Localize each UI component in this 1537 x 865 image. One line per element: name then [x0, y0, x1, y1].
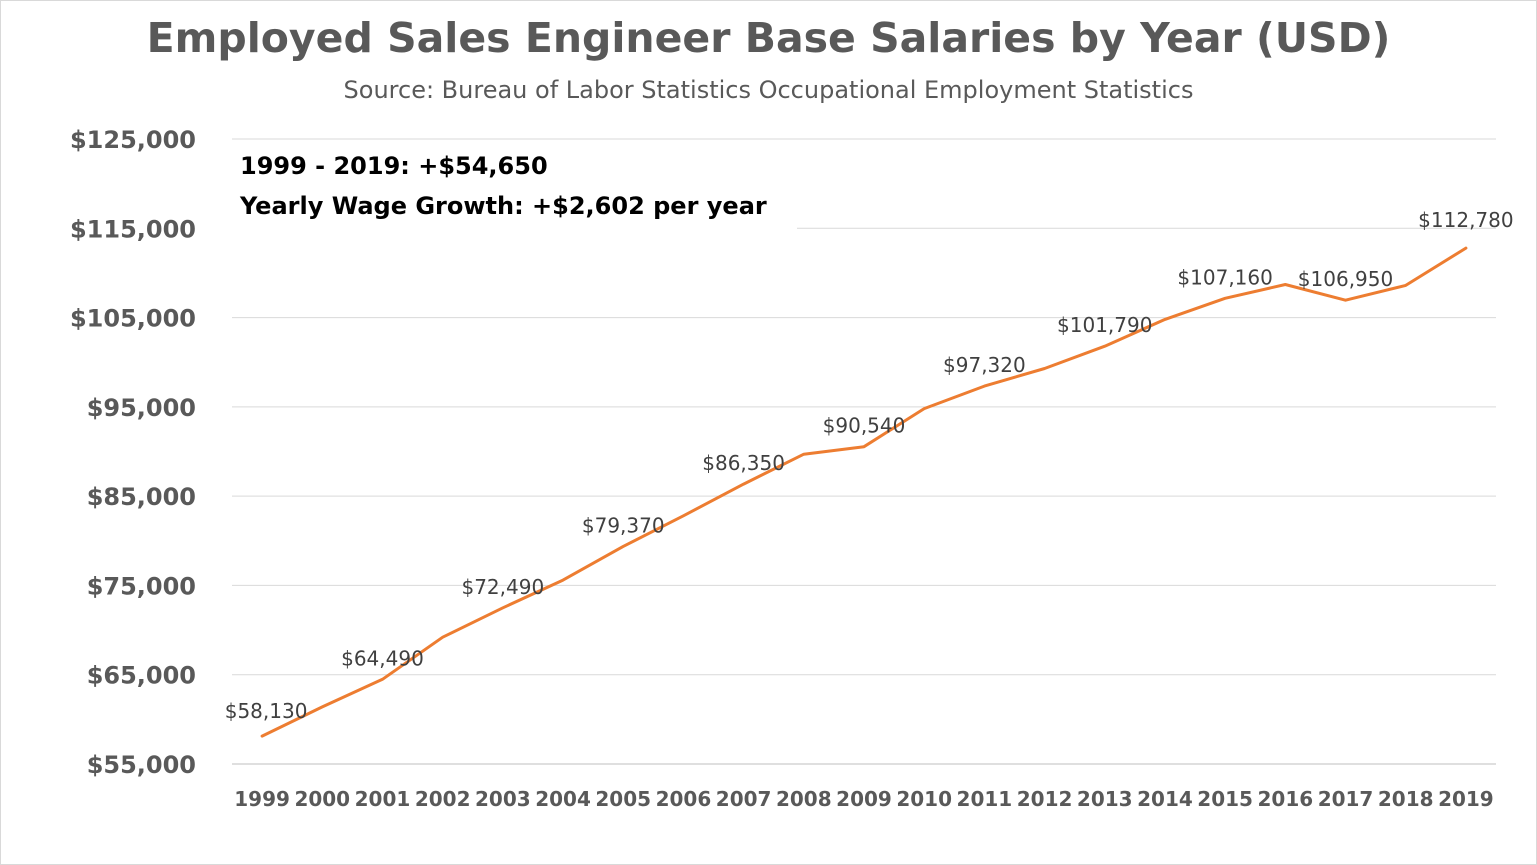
x-tick-label: 2016 — [1257, 787, 1313, 811]
x-tick-label: 2011 — [957, 787, 1013, 811]
chart-subtitle: Source: Bureau of Labor Statistics Occup… — [343, 76, 1194, 104]
annotation-box — [232, 140, 797, 236]
x-tick-label: 2003 — [475, 787, 531, 811]
x-tick-label: 1999 — [234, 787, 290, 811]
x-tick-label: 2013 — [1077, 787, 1133, 811]
x-tick-label: 2009 — [836, 787, 892, 811]
data-label: $58,130 — [225, 699, 308, 723]
x-tick-label: 2006 — [656, 787, 712, 811]
x-tick-label: 2012 — [1017, 787, 1073, 811]
x-tick-label: 2002 — [415, 787, 471, 811]
y-tick-label: $125,000 — [70, 126, 196, 154]
chart-title: Employed Sales Engineer Base Salaries by… — [146, 14, 1391, 62]
y-tick-label: $75,000 — [87, 572, 196, 600]
y-tick-label: $115,000 — [70, 215, 196, 243]
data-label: $106,950 — [1298, 267, 1393, 291]
series-line — [260, 246, 1468, 738]
x-tick-label: 2015 — [1197, 787, 1253, 811]
annotation-yearly-growth: Yearly Wage Growth: +$2,602 per year — [239, 192, 767, 220]
data-label: $112,780 — [1418, 208, 1513, 232]
x-tick-label: 2005 — [595, 787, 651, 811]
data-label: $79,370 — [582, 513, 665, 537]
data-label: $72,490 — [461, 575, 544, 599]
data-label: $86,350 — [702, 451, 785, 475]
data-label: $101,790 — [1057, 313, 1152, 337]
x-tick-label: 2004 — [535, 787, 591, 811]
y-tick-label: $55,000 — [87, 751, 196, 779]
x-tick-label: 2008 — [776, 787, 832, 811]
x-tick-label: 2019 — [1438, 787, 1494, 811]
x-tick-label: 2017 — [1318, 787, 1374, 811]
y-tick-label: $95,000 — [87, 394, 196, 422]
x-tick-label: 2018 — [1378, 787, 1434, 811]
y-axis-labels: $55,000 $65,000 $75,000 $85,000 $95,000 $105,… — [70, 126, 196, 779]
y-tick-label: $105,000 — [70, 305, 196, 333]
x-tick-label: 2007 — [716, 787, 772, 811]
annotation-total-change: 1999 - 2019: +$54,650 — [240, 152, 548, 180]
data-labels: $58,130 $64,490 $72,490 $79,370 $86,350 $90,5… — [225, 208, 1514, 723]
data-label: $90,540 — [823, 414, 906, 438]
y-tick-label: $65,000 — [87, 662, 196, 690]
series-layer — [260, 246, 1468, 738]
x-tick-label: 2001 — [355, 787, 411, 811]
data-label: $97,320 — [943, 353, 1026, 377]
x-tick-label: 2014 — [1137, 787, 1193, 811]
data-label: $107,160 — [1177, 265, 1272, 289]
x-axis-labels: 1999 2000 2001 2002 2003 2004 2005 2006 2007 2008… — [234, 787, 1493, 811]
x-tick-label: 2010 — [896, 787, 952, 811]
y-tick-label: $85,000 — [87, 483, 196, 511]
x-tick-label: 2000 — [294, 787, 350, 811]
data-label: $64,490 — [341, 646, 424, 670]
